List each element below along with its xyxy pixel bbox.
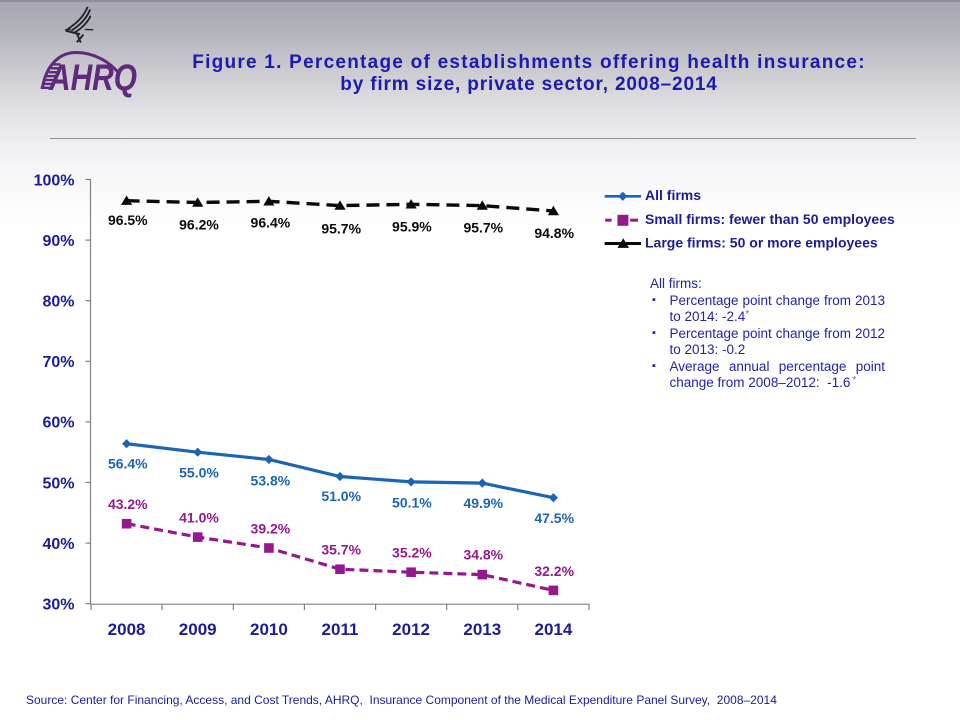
svg-text:95.7%: 95.7%	[463, 220, 503, 236]
svg-text:Large firms: 50 or more employ: Large firms: 50 or more employees	[645, 235, 878, 251]
svg-text:34.8%: 34.8%	[463, 547, 503, 563]
svg-text:30%: 30%	[42, 597, 74, 614]
svg-text:53.8%: 53.8%	[251, 472, 291, 488]
svg-text:43.2%: 43.2%	[108, 496, 148, 512]
svg-text:2008: 2008	[108, 620, 146, 639]
svg-text:95.9%: 95.9%	[392, 219, 432, 235]
svg-text:41.0%: 41.0%	[179, 510, 219, 526]
svg-text:60%: 60%	[42, 415, 74, 432]
svg-text:95.7%: 95.7%	[321, 221, 361, 237]
svg-text:2014: 2014	[534, 620, 572, 639]
svg-text:100%: 100%	[34, 172, 75, 189]
svg-text:50.1%: 50.1%	[392, 495, 432, 511]
svg-text:56.4%: 56.4%	[108, 455, 148, 471]
svg-text:All firms: All firms	[645, 187, 701, 203]
svg-text:2009: 2009	[179, 620, 217, 639]
svg-text:35.7%: 35.7%	[321, 542, 361, 558]
svg-text:70%: 70%	[42, 354, 74, 371]
svg-text:90%: 90%	[42, 233, 74, 250]
svg-text:96.2%: 96.2%	[179, 217, 219, 233]
svg-text:35.2%: 35.2%	[392, 545, 432, 561]
svg-text:94.8%: 94.8%	[534, 225, 574, 241]
svg-text:51.0%: 51.0%	[321, 488, 361, 504]
svg-text:47.5%: 47.5%	[534, 510, 574, 526]
svg-text:55.0%: 55.0%	[179, 465, 219, 481]
svg-text:2011: 2011	[322, 620, 359, 639]
svg-text:39.2%: 39.2%	[251, 521, 291, 537]
svg-text:AHRQ: AHRQ	[48, 57, 137, 98]
svg-text:40%: 40%	[42, 536, 74, 553]
svg-text:96.5%: 96.5%	[108, 212, 148, 228]
svg-text:Small firms: fewer than 50 emp: Small firms: fewer than 50 employees	[645, 211, 895, 227]
svg-text:2010: 2010	[250, 620, 288, 639]
svg-text:49.9%: 49.9%	[463, 495, 503, 511]
svg-text:32.2%: 32.2%	[534, 563, 574, 579]
svg-text:80%: 80%	[42, 294, 74, 311]
svg-text:96.4%: 96.4%	[251, 215, 291, 231]
svg-text:2013: 2013	[463, 620, 501, 639]
svg-text:50%: 50%	[42, 475, 74, 492]
svg-text:2012: 2012	[392, 620, 430, 639]
